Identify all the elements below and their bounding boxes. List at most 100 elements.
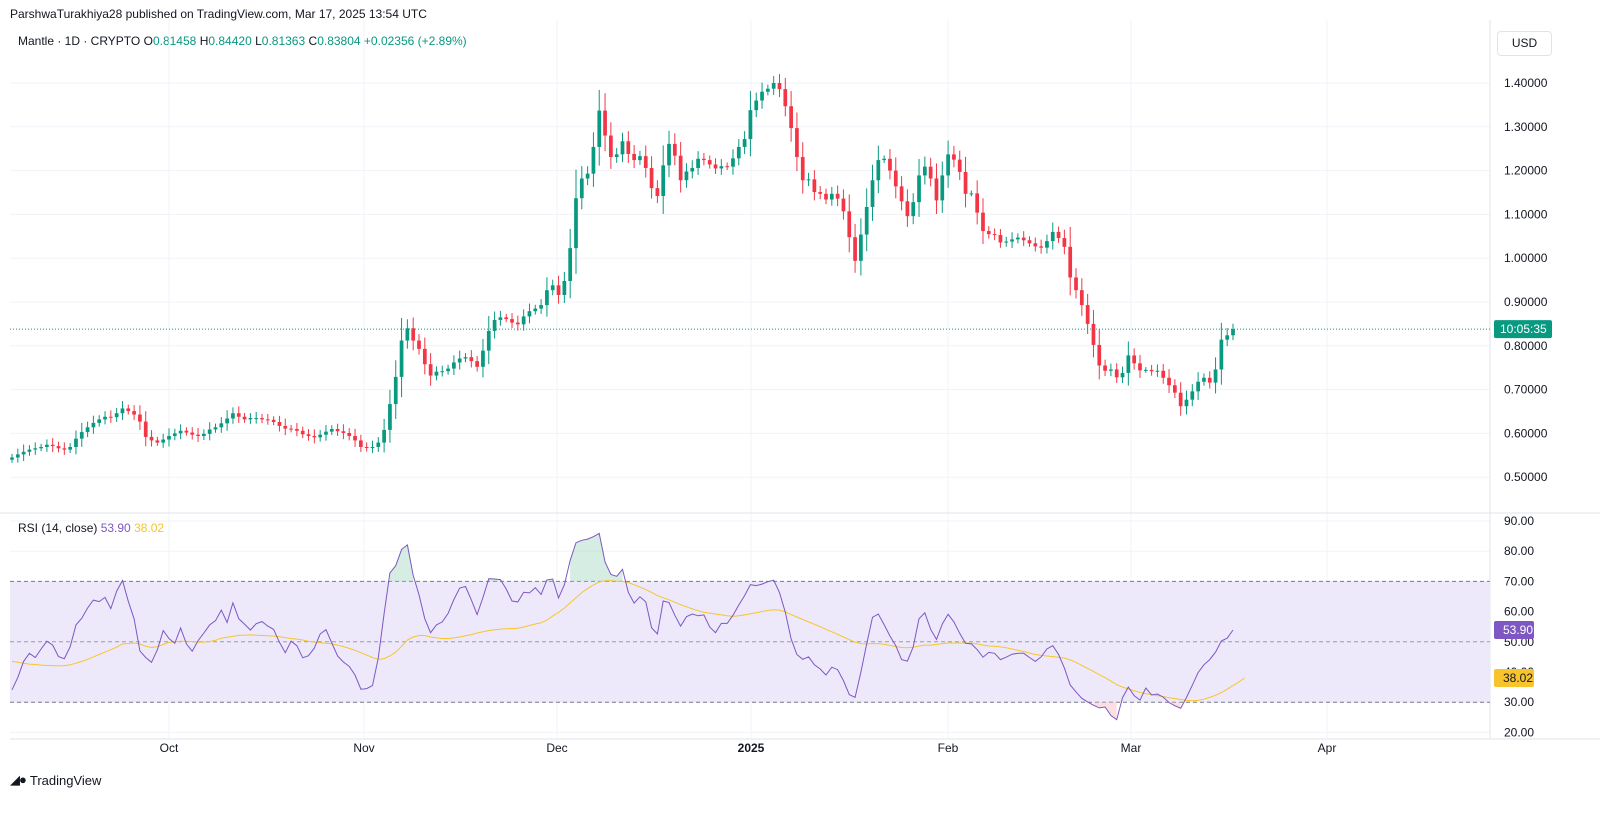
candle-body bbox=[219, 423, 224, 428]
candle-body bbox=[236, 413, 241, 417]
candle bbox=[1056, 226, 1061, 243]
candle-body bbox=[696, 158, 700, 168]
candle bbox=[888, 149, 892, 180]
candle bbox=[998, 229, 1003, 248]
candle-body bbox=[161, 439, 166, 443]
candle bbox=[556, 275, 561, 304]
candle bbox=[864, 188, 869, 252]
candle bbox=[85, 421, 90, 438]
candle-body bbox=[126, 408, 131, 412]
candle-body bbox=[457, 358, 462, 363]
candle bbox=[504, 313, 509, 323]
tradingview-brand[interactable]: ◢● TradingView bbox=[10, 772, 101, 788]
candle-body bbox=[1050, 231, 1055, 242]
rsi-ma-badge-bg bbox=[1494, 668, 1534, 687]
candle bbox=[1114, 363, 1119, 383]
candle-body bbox=[1143, 369, 1148, 371]
candle-body bbox=[556, 285, 561, 295]
candle bbox=[649, 156, 654, 199]
candle-body bbox=[1184, 399, 1189, 407]
candle bbox=[475, 355, 480, 372]
candle-body bbox=[1213, 369, 1218, 383]
candle bbox=[347, 428, 352, 441]
rsi-label[interactable]: RSI (14, close) bbox=[18, 521, 98, 535]
symbol-title[interactable]: Mantle · 1D · CRYPTO bbox=[18, 34, 141, 48]
candle bbox=[481, 338, 485, 378]
price-tick-label: 1.40000 bbox=[1504, 76, 1548, 90]
currency-button[interactable]: USD bbox=[1497, 31, 1552, 56]
open-value: 0.81458 bbox=[152, 34, 197, 48]
candle bbox=[795, 112, 799, 172]
candle-body bbox=[190, 432, 195, 435]
candle bbox=[818, 186, 823, 200]
candle-body bbox=[1109, 369, 1113, 371]
rsi-legend[interactable]: RSI (14, close) 53.90 38.02 bbox=[18, 521, 164, 535]
candle-body bbox=[963, 171, 968, 194]
candle-body bbox=[783, 89, 788, 107]
candle bbox=[463, 353, 468, 363]
candle-body bbox=[736, 146, 741, 159]
candle-body bbox=[1079, 290, 1084, 306]
candle-body bbox=[434, 371, 439, 376]
candle bbox=[765, 84, 770, 96]
candle-body bbox=[21, 451, 26, 455]
candle-body bbox=[39, 446, 43, 449]
price-countdown-bg bbox=[1494, 320, 1552, 339]
candle-body bbox=[56, 446, 61, 449]
candle bbox=[428, 352, 433, 386]
candle bbox=[114, 407, 119, 422]
candle bbox=[922, 156, 927, 185]
candle bbox=[672, 133, 677, 166]
candle-body bbox=[731, 158, 735, 167]
candle-body bbox=[818, 192, 823, 194]
candle bbox=[10, 453, 14, 463]
candle-body bbox=[527, 311, 532, 317]
candle bbox=[1172, 379, 1177, 399]
candle-body bbox=[347, 432, 352, 437]
time-tick-label: Nov bbox=[353, 741, 374, 755]
candle bbox=[353, 428, 357, 447]
price-tick-label: 1.10000 bbox=[1504, 207, 1548, 221]
candle-body bbox=[475, 361, 480, 367]
price-tick-label: 0.50000 bbox=[1504, 470, 1548, 484]
time-tick-label: Oct bbox=[160, 741, 179, 755]
candle bbox=[1207, 371, 1212, 389]
candle-body bbox=[411, 328, 416, 341]
candle-body bbox=[138, 414, 142, 422]
candle-body bbox=[33, 448, 38, 450]
candle bbox=[835, 185, 840, 207]
candle-body bbox=[719, 166, 724, 169]
candle-body bbox=[545, 290, 549, 306]
candle-body bbox=[405, 328, 410, 341]
rsi-overbought-fill bbox=[389, 544, 414, 582]
candle-body bbox=[911, 202, 916, 217]
candle-body bbox=[626, 141, 631, 154]
rsi-tick-label: 60.00 bbox=[1504, 605, 1534, 619]
candle-body bbox=[318, 434, 323, 438]
candle bbox=[515, 315, 520, 331]
symbol-legend[interactable]: Mantle · 1D · CRYPTO O0.81458 H0.84420 L… bbox=[18, 34, 467, 48]
candle-body bbox=[1161, 370, 1166, 378]
candle-body bbox=[91, 422, 96, 428]
candle-body bbox=[492, 319, 497, 331]
candle-body bbox=[393, 376, 398, 405]
candle-body bbox=[672, 143, 677, 156]
candle-body bbox=[79, 432, 84, 439]
candle bbox=[440, 365, 445, 377]
candle-body bbox=[1231, 329, 1235, 336]
candle-body bbox=[1207, 377, 1212, 383]
candle bbox=[1178, 382, 1183, 416]
candle bbox=[562, 272, 567, 304]
candle-body bbox=[265, 419, 270, 421]
candle bbox=[231, 407, 235, 424]
candle-body bbox=[167, 436, 171, 440]
candle-body bbox=[1138, 363, 1142, 371]
candle bbox=[393, 360, 398, 419]
candle-body bbox=[829, 193, 834, 200]
candle-body bbox=[992, 234, 997, 236]
candle-body bbox=[876, 160, 881, 181]
candle-body bbox=[149, 436, 154, 441]
candle-body bbox=[568, 248, 573, 281]
candle-body bbox=[777, 83, 782, 90]
